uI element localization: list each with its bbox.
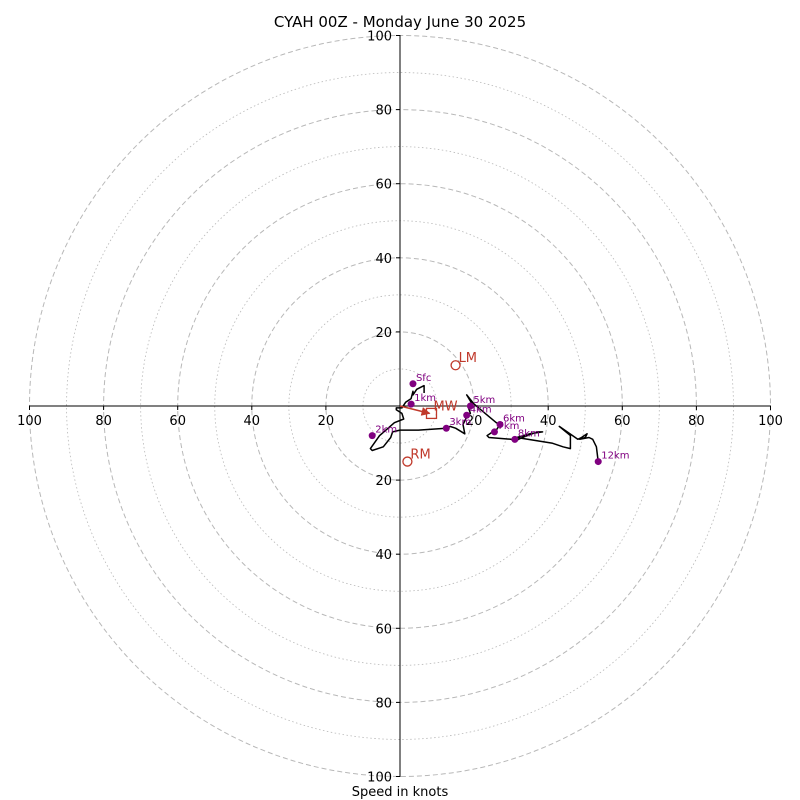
x-tick-label: 60 [169,414,186,429]
x-tick-label: 40 [540,414,557,429]
storm-motion-mw-label: MW [433,399,457,414]
storm-motion-rm-marker [402,456,413,467]
storm-motion-lm-marker [450,360,461,371]
height-marker-12km [594,458,602,466]
y-tick-label: 20 [375,474,392,489]
x-tick-label: 80 [95,414,112,429]
x-axis-label: Speed in knots [352,785,449,800]
height-label-3km: 3km [449,417,471,428]
height-marker-4km [463,411,471,419]
shear-vector-arrow [399,405,431,416]
height-label-5km: 5km [473,395,495,406]
y-tick-label: 60 [375,178,392,193]
storm-motion-rm-label: RM [410,448,430,463]
x-tick-label: 80 [688,414,705,429]
height-marker-7km [490,428,498,436]
height-label-1km: 1km [414,393,436,404]
storm-motion-mw-marker [425,407,438,420]
height-marker-6km [496,421,504,429]
tick-labels: 100 100 80 80 60 60 40 40 20 20 20 20 40 40 60 60 80 80 10… [17,30,783,786]
height-marker-2km [368,432,376,440]
x-tick-label: 100 [758,414,783,429]
x-tick-label: 60 [614,414,631,429]
height-marker-1km [407,400,415,408]
height-label-sfc: Sfc [416,373,431,384]
height-marker-8km [511,435,519,443]
height-marker-sfc [409,380,417,388]
y-tick-label: 40 [375,252,392,267]
y-tick-label: 40 [375,548,392,563]
y-tick-label: 80 [375,104,392,119]
y-tick-label: 100 [367,771,392,786]
y-tick-label: 20 [375,326,392,341]
storm-motion-group: LM RM MW [399,351,477,467]
height-label-8km: 8km [518,428,540,439]
height-label-6km: 6km [503,414,525,425]
x-tick-label: 100 [17,414,42,429]
x-tick-label: 40 [244,414,261,429]
height-label-7km: 7km [497,421,519,432]
storm-motion-lm-label: LM [459,351,477,366]
chart-title: CYAH 00Z - Monday June 30 2025 [274,13,526,31]
height-marker-5km [466,402,474,410]
height-label-2km: 2km [375,425,397,436]
y-tick-label: 100 [367,30,392,45]
height-label-12km: 12km [601,451,629,462]
y-tick-label: 80 [375,696,392,711]
height-marker-3km [442,424,450,432]
x-tick-label: 20 [466,414,483,429]
x-tick-label: 20 [318,414,335,429]
y-tick-label: 60 [375,622,392,637]
height-label-4km: 4km [470,404,492,415]
